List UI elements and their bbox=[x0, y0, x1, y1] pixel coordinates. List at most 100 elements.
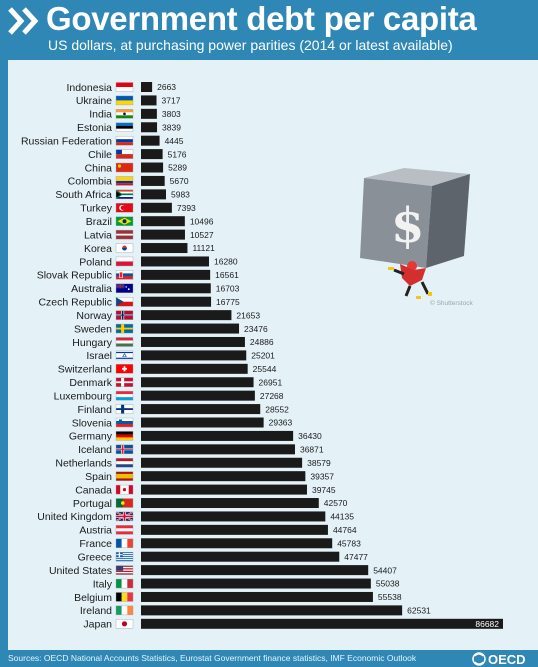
category-label: Australia bbox=[71, 283, 112, 295]
flag-brazil-icon bbox=[115, 216, 134, 226]
value-label: 28552 bbox=[265, 404, 289, 414]
category-label: Korea bbox=[84, 243, 112, 255]
bar bbox=[141, 377, 254, 388]
value-label: 38579 bbox=[307, 458, 331, 468]
category-label: Luxembourg bbox=[54, 390, 113, 402]
value-label: 25544 bbox=[253, 364, 277, 374]
flag-italy-icon bbox=[115, 578, 134, 589]
bar bbox=[141, 122, 158, 133]
value-label: 62531 bbox=[407, 606, 431, 616]
oecd-logo-text: OECD bbox=[488, 652, 526, 667]
bar bbox=[141, 256, 209, 267]
page-title: Government debt per capita bbox=[46, 0, 477, 37]
category-label: India bbox=[89, 109, 112, 121]
value-label: 3803 bbox=[162, 109, 181, 119]
value-label: 39745 bbox=[312, 485, 336, 495]
flag-united-kingdom-icon bbox=[115, 511, 134, 522]
bar bbox=[141, 175, 165, 186]
category-label: Slovak Republic bbox=[37, 270, 112, 282]
footer: Sources: OECD National Accounts Statisti… bbox=[0, 650, 538, 667]
value-label: 39357 bbox=[310, 471, 334, 481]
flag-poland-icon bbox=[115, 256, 134, 267]
bar bbox=[141, 350, 247, 361]
bar bbox=[141, 283, 211, 294]
svg-text:$: $ bbox=[391, 198, 424, 254]
category-label: Brazil bbox=[86, 216, 112, 228]
flag-australia-icon bbox=[115, 283, 134, 294]
bar bbox=[141, 149, 163, 160]
category-label: Czech Republic bbox=[38, 297, 112, 309]
flag-korea-icon bbox=[115, 243, 134, 253]
value-label: 55038 bbox=[376, 579, 400, 589]
page-subtitle: US dollars, at purchasing power parities… bbox=[48, 37, 453, 53]
category-label: Chile bbox=[88, 149, 112, 161]
value-label: 4445 bbox=[165, 136, 184, 146]
flag-belgium-icon bbox=[115, 592, 134, 602]
category-label: Sweden bbox=[74, 323, 112, 335]
bar bbox=[141, 417, 264, 428]
category-label: Latvia bbox=[84, 229, 112, 241]
value-label: 23476 bbox=[244, 324, 268, 334]
bar-chart: Indonesia 2663 Ukraine 3717 India 3803 Estonia… bbox=[21, 82, 503, 631]
category-label: Portugal bbox=[73, 498, 112, 510]
flag-finland-icon bbox=[115, 404, 134, 414]
value-label: 10496 bbox=[190, 216, 214, 226]
bar bbox=[141, 591, 373, 602]
bar bbox=[141, 323, 240, 334]
bar bbox=[141, 565, 369, 576]
flag-canada-icon bbox=[115, 484, 134, 495]
value-label: 5670 bbox=[170, 176, 189, 186]
bar bbox=[141, 444, 295, 455]
flag-slovakia-icon bbox=[115, 270, 134, 280]
category-label: Norway bbox=[76, 310, 112, 322]
category-label: China bbox=[85, 162, 113, 174]
chart-panel: Indonesia 2663 Ukraine 3717 India 3803 Estonia… bbox=[8, 60, 538, 650]
value-label: 10527 bbox=[190, 230, 214, 240]
value-label: 44764 bbox=[333, 525, 357, 535]
flag-indonesia-icon bbox=[115, 82, 134, 92]
category-label: Austria bbox=[79, 525, 112, 537]
value-label: 16561 bbox=[215, 270, 239, 280]
bar bbox=[141, 243, 188, 254]
value-label: 45783 bbox=[337, 538, 361, 548]
value-label: 16703 bbox=[216, 284, 240, 294]
value-label: 11121 bbox=[192, 243, 215, 253]
bar bbox=[141, 135, 160, 146]
bar bbox=[141, 578, 371, 589]
category-label: Turkey bbox=[80, 203, 112, 215]
value-label: 16775 bbox=[216, 297, 240, 307]
flag-hungary-icon bbox=[115, 337, 134, 347]
flag-turkey-icon bbox=[115, 203, 134, 213]
value-label: 25201 bbox=[251, 351, 275, 361]
source-note: Sources: OECD National Accounts Statisti… bbox=[8, 653, 417, 663]
watermark: © Shutterstock bbox=[430, 299, 473, 307]
category-label: Colombia bbox=[68, 176, 113, 188]
bar bbox=[141, 605, 403, 616]
flag-norway-icon bbox=[115, 310, 134, 320]
bar bbox=[141, 430, 294, 441]
value-label: 36430 bbox=[298, 431, 322, 441]
category-label: Greece bbox=[78, 552, 113, 564]
value-label: 3717 bbox=[162, 96, 181, 106]
value-label: 55538 bbox=[378, 592, 402, 602]
bar bbox=[141, 471, 306, 482]
flag-ukraine-icon bbox=[115, 95, 134, 106]
category-label: Finland bbox=[78, 404, 113, 416]
bar bbox=[141, 336, 245, 347]
category-label: France bbox=[79, 538, 112, 550]
flag-spain-icon bbox=[115, 471, 134, 481]
flag-luxembourg-icon bbox=[115, 390, 134, 401]
flag-denmark-icon bbox=[115, 377, 134, 387]
category-label: Russian Federation bbox=[21, 135, 112, 147]
oecd-logo: OECD bbox=[472, 652, 526, 667]
category-label: United States bbox=[49, 565, 112, 577]
flag-czech-republic-icon bbox=[115, 297, 134, 307]
category-label: South Africa bbox=[55, 189, 112, 201]
flag-colombia-icon bbox=[115, 176, 134, 186]
flag-netherlands-icon bbox=[115, 458, 134, 468]
flag-germany-icon bbox=[115, 431, 134, 441]
category-label: Ukraine bbox=[76, 95, 112, 107]
value-label: 5983 bbox=[171, 190, 190, 200]
category-label: Estonia bbox=[77, 122, 112, 134]
bar bbox=[141, 363, 248, 374]
